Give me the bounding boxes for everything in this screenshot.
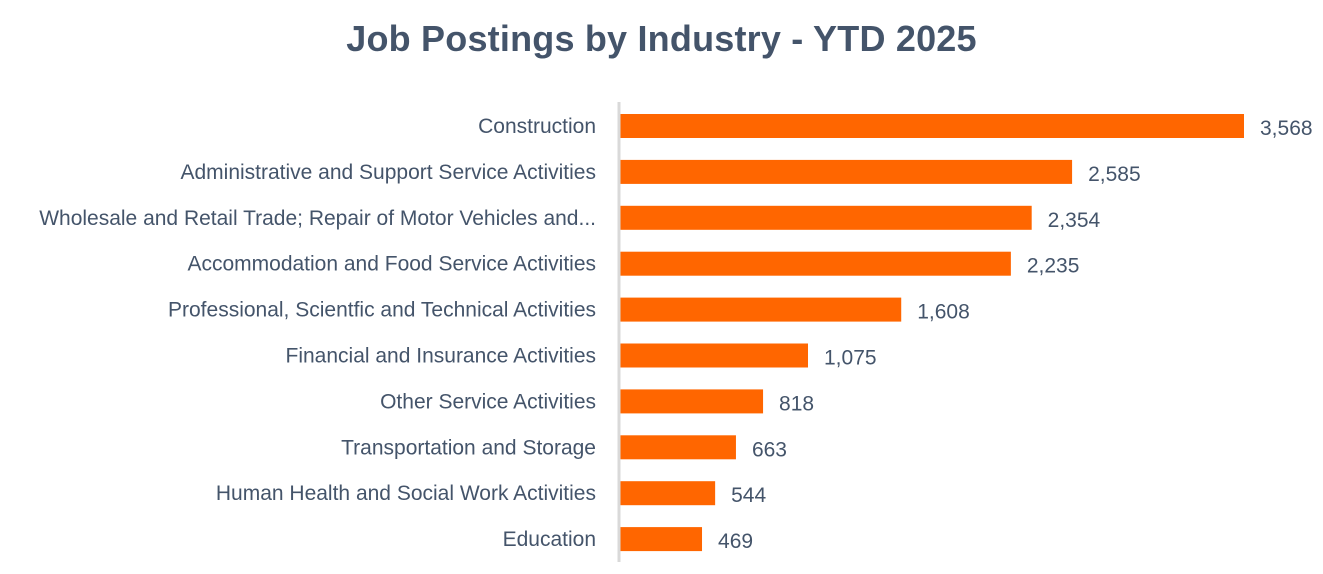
bar-9 (620, 481, 716, 506)
category-label: Human Health and Social Work Activities (216, 482, 596, 505)
value-label: 469 (718, 530, 753, 553)
category-label: Wholesale and Retail Trade; Repair of Mo… (39, 207, 596, 230)
value-label: 663 (752, 438, 787, 461)
bar-6 (620, 343, 809, 368)
category-label: Construction (478, 115, 596, 138)
bar-2 (620, 159, 1073, 184)
bar-10 (620, 527, 703, 552)
bar-8 (620, 435, 736, 460)
bar-1 (620, 114, 1244, 138)
category-label: Transportation and Storage (341, 436, 596, 459)
value-label: 1,608 (917, 301, 970, 324)
category-label: Professional, Scientfic and Technical Ac… (168, 299, 596, 322)
category-label: Financial and Insurance Activities (286, 345, 597, 368)
bar-4 (620, 251, 1011, 276)
bar-5 (620, 297, 902, 322)
category-labels: Construction Administrative and Support S… (39, 115, 596, 551)
category-label: Administrative and Support Service Activ… (180, 161, 596, 184)
bar-3 (620, 205, 1032, 230)
bars-group (620, 114, 1244, 552)
category-label: Other Service Activities (380, 390, 596, 413)
bar-7 (620, 389, 764, 414)
category-label: Education (503, 528, 596, 551)
chart-title: Job Postings by Industry - YTD 2025 (346, 18, 977, 59)
value-label: 2,235 (1027, 255, 1080, 278)
value-labels: 3,568 2,585 2,354 2,235 1,608 1,075 818 663 544 4… (718, 117, 1313, 553)
category-label: Accommodation and Food Service Activitie… (187, 253, 596, 276)
value-label: 2,585 (1088, 163, 1141, 186)
value-label: 818 (779, 392, 814, 415)
value-label: 544 (731, 484, 766, 507)
value-label: 1,075 (824, 347, 877, 370)
value-label: 2,354 (1048, 209, 1101, 232)
value-label: 3,568 (1260, 117, 1313, 140)
